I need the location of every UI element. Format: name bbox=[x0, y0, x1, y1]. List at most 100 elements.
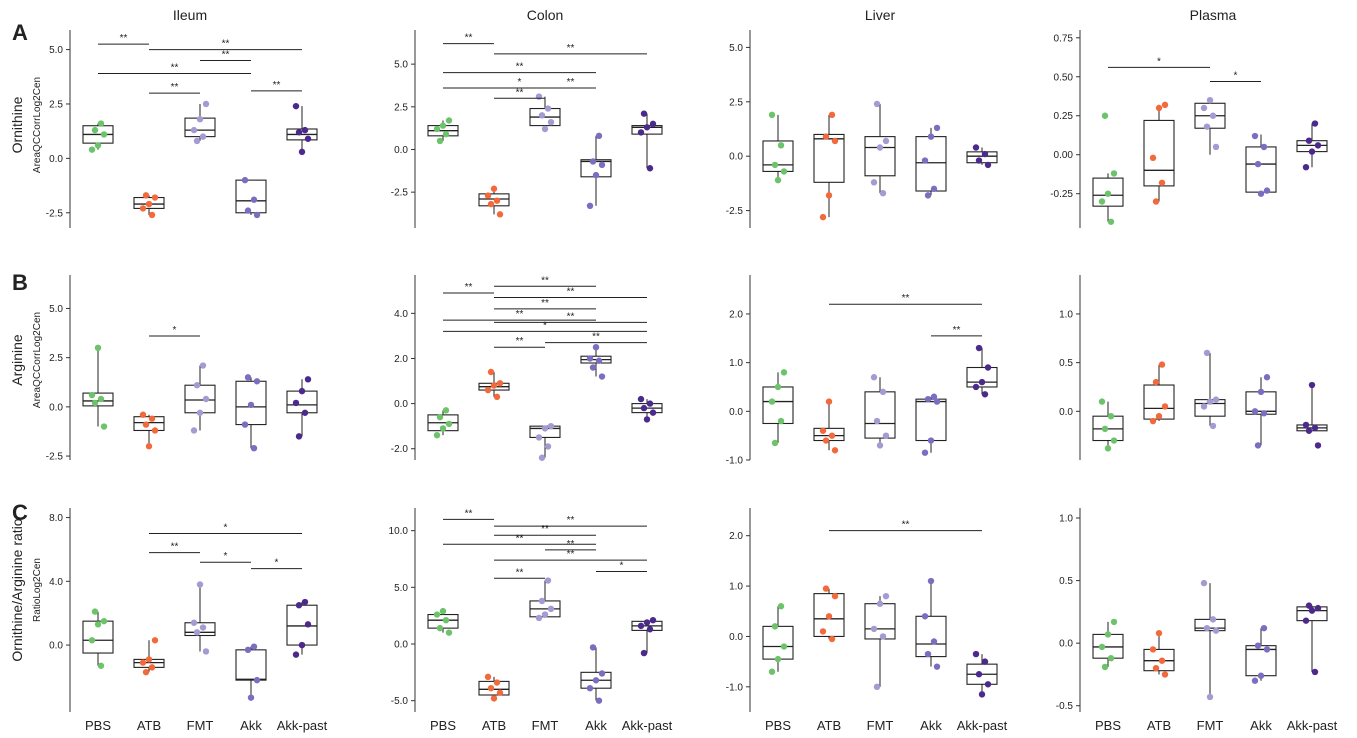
data-point bbox=[544, 577, 552, 584]
data-point bbox=[490, 382, 498, 389]
data-point bbox=[646, 400, 654, 407]
box-iqr bbox=[864, 603, 896, 640]
data-point bbox=[825, 613, 833, 620]
data-point bbox=[433, 125, 441, 133]
data-point bbox=[538, 112, 546, 119]
data-point bbox=[1101, 112, 1109, 119]
panel-r2-c1: -5.00.05.010.0*************** bbox=[389, 508, 663, 712]
data-point bbox=[780, 643, 788, 650]
data-point bbox=[487, 200, 495, 208]
column-title-plasma: Plasma bbox=[1190, 7, 1237, 23]
x-tick-label-pbs: PBS bbox=[85, 718, 111, 733]
row-letter-b: B bbox=[12, 270, 28, 295]
y-tick-label: 0.0 bbox=[729, 407, 743, 418]
box-pbs bbox=[427, 611, 459, 633]
data-point bbox=[544, 443, 552, 450]
data-point bbox=[640, 649, 648, 657]
data-point bbox=[1203, 123, 1211, 130]
data-point bbox=[1206, 398, 1214, 405]
data-point bbox=[445, 117, 453, 124]
panel-r0-c3: -0.25 0.00 0.25 0.50 0.75 * * bbox=[1050, 30, 1328, 228]
data-point bbox=[94, 621, 102, 628]
data-point bbox=[972, 383, 980, 391]
data-point bbox=[145, 200, 153, 208]
data-point bbox=[873, 100, 881, 108]
data-point bbox=[151, 637, 159, 644]
data-point bbox=[436, 137, 444, 145]
data-point bbox=[819, 427, 827, 434]
data-point bbox=[190, 427, 198, 434]
y-tick-label: 0.5 bbox=[1059, 576, 1073, 587]
y-tick-label: 2.5 bbox=[729, 97, 743, 108]
data-point bbox=[139, 659, 147, 666]
data-point bbox=[586, 355, 594, 362]
data-point bbox=[535, 434, 543, 441]
data-point bbox=[1200, 403, 1208, 410]
data-point bbox=[487, 368, 495, 376]
data-point bbox=[202, 100, 210, 108]
significance-label: ** bbox=[592, 332, 600, 343]
data-point bbox=[145, 656, 153, 663]
x-tick-label-akk: Akk bbox=[585, 718, 607, 733]
data-point bbox=[768, 111, 776, 119]
data-point bbox=[831, 592, 839, 600]
data-point bbox=[145, 443, 153, 450]
data-point bbox=[253, 676, 261, 684]
data-point bbox=[436, 413, 444, 421]
data-point bbox=[768, 398, 776, 405]
row-letter-c: C bbox=[12, 500, 28, 525]
significance-label: ** bbox=[516, 62, 524, 73]
data-point bbox=[142, 668, 150, 676]
data-point bbox=[1203, 624, 1211, 632]
y-tick-label: 2.0 bbox=[729, 309, 743, 320]
box-akk-past bbox=[1296, 123, 1328, 168]
row-b-ylabel: Arginine bbox=[9, 334, 25, 386]
data-point bbox=[640, 110, 648, 117]
data-point bbox=[493, 393, 501, 401]
data-point bbox=[637, 622, 645, 630]
data-point bbox=[768, 668, 776, 675]
data-point bbox=[870, 625, 878, 633]
data-point bbox=[1101, 425, 1109, 433]
data-point bbox=[1110, 437, 1118, 444]
data-point bbox=[981, 391, 989, 398]
box-iqr bbox=[235, 649, 267, 681]
data-point bbox=[1254, 160, 1262, 168]
data-point bbox=[193, 629, 201, 636]
data-point bbox=[142, 192, 150, 199]
box-fmt bbox=[864, 596, 896, 687]
data-point bbox=[1161, 671, 1169, 678]
box-atb bbox=[1143, 104, 1175, 202]
data-point bbox=[538, 454, 546, 461]
x-axis-labels: PBS ATB FMT Akk Akk-past PBS ATB FMT Akk Akk-past… bbox=[85, 718, 1338, 733]
significance-label: * bbox=[224, 551, 228, 562]
data-point bbox=[972, 650, 980, 658]
data-point bbox=[199, 133, 207, 140]
box-pbs bbox=[1092, 173, 1124, 222]
data-point bbox=[250, 643, 258, 650]
data-point bbox=[1209, 616, 1217, 623]
significance-label: ** bbox=[567, 77, 575, 88]
data-point bbox=[1257, 388, 1265, 396]
box-pbs bbox=[82, 611, 114, 666]
data-point bbox=[490, 185, 498, 192]
data-point bbox=[295, 433, 303, 440]
data-point bbox=[595, 357, 603, 364]
panel-r2-c0: 0.04.08.0***** bbox=[49, 508, 318, 712]
x-tick-label-atb: ATB bbox=[817, 718, 841, 733]
data-point bbox=[541, 611, 549, 618]
data-point bbox=[780, 369, 788, 376]
data-point bbox=[975, 157, 983, 164]
significance-label: * bbox=[1234, 70, 1238, 81]
significance-label: ** bbox=[567, 43, 575, 54]
box-pbs bbox=[762, 114, 794, 181]
significance-label: ** bbox=[567, 287, 575, 298]
data-point bbox=[780, 168, 788, 175]
x-tick-label-akk: Akk bbox=[920, 718, 942, 733]
data-point bbox=[202, 395, 210, 403]
significance-label: ** bbox=[120, 33, 128, 44]
data-point bbox=[774, 383, 782, 391]
data-point bbox=[496, 380, 504, 387]
x-tick-label-akk: Akk bbox=[1250, 718, 1272, 733]
box-akk bbox=[1245, 377, 1277, 446]
